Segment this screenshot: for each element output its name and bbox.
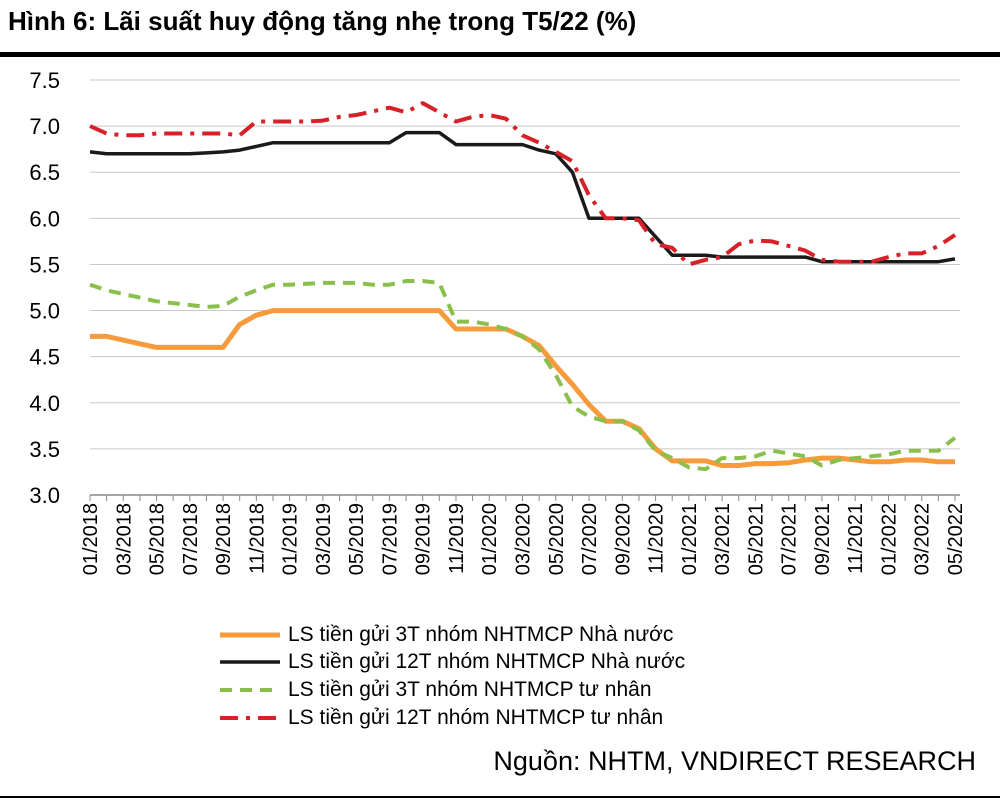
y-tick-label: 5.5 (29, 252, 60, 277)
x-tick-label: 01/2018 (80, 503, 102, 575)
y-tick-label: 6.5 (29, 160, 60, 185)
legend-item-1: LS tiền gửi 3T nhóm NHTMCP Nhà nước (220, 620, 673, 650)
x-tick-label: 05/2020 (546, 503, 568, 575)
x-tick-label: 07/2019 (379, 503, 401, 575)
y-tick-label: 7.5 (29, 68, 60, 93)
source-note: Nguồn: NHTM, VNDIRECT RESEARCH (493, 746, 976, 776)
y-tick-label: 4.0 (29, 391, 60, 416)
legend-swatch-1 (220, 632, 280, 638)
x-tick-label: 11/2018 (246, 503, 268, 574)
legend-label-1: LS tiền gửi 3T nhóm NHTMCP Nhà nước (288, 623, 674, 646)
x-tick-label: 03/2021 (712, 503, 734, 575)
y-tick-label: 3.0 (29, 483, 60, 508)
x-tick-label: 07/2021 (779, 503, 801, 575)
y-tick-label: 4.5 (29, 345, 60, 370)
title-divider (0, 52, 1000, 57)
x-tick-label: 01/2022 (878, 503, 900, 575)
x-tick-label: 09/2021 (812, 503, 834, 575)
chart-title: Hình 6: Lãi suất huy động tăng nhẹ trong… (8, 6, 637, 36)
x-tick-label: 07/2018 (180, 503, 202, 575)
x-tick-label: 11/2020 (646, 503, 668, 574)
bottom-divider (0, 796, 1000, 798)
legend-swatch-2 (220, 660, 280, 664)
x-tick-label: 11/2019 (446, 503, 468, 574)
x-tick-label: 05/2018 (147, 503, 169, 575)
x-tick-label: 03/2020 (513, 503, 535, 575)
legend-label-2: LS tiền gửi 12T nhóm NHTMCP Nhà nước (288, 650, 686, 673)
x-tick-label: 09/2018 (213, 503, 235, 575)
x-tick-label: 03/2019 (313, 503, 335, 575)
x-tick-label: 05/2019 (346, 503, 368, 575)
legend-swatch-4 (220, 716, 280, 720)
legend-item-4: LS tiền gửi 12T nhóm NHTMCP tư nhân (220, 703, 663, 733)
x-tick-label: 01/2020 (479, 503, 501, 575)
y-tick-label: 5.0 (29, 299, 60, 324)
x-tick-label: 05/2021 (745, 503, 767, 575)
y-tick-label: 3.5 (29, 437, 60, 462)
x-tick-label: 01/2021 (679, 503, 701, 575)
series-line-3 (89, 279, 957, 472)
legend-label-4: LS tiền gửi 12T nhóm NHTMCP tư nhân (288, 706, 664, 729)
legend-item-3: LS tiền gửi 3T nhóm NHTMCP tư nhân (220, 675, 652, 705)
series-line-1 (90, 308, 955, 468)
x-tick-label: 09/2020 (612, 503, 634, 575)
legend-label-3: LS tiền gửi 3T nhóm NHTMCP tư nhân (288, 678, 652, 701)
legend-swatch-3 (220, 688, 280, 692)
legend-item-2: LS tiền gửi 12T nhóm NHTMCP Nhà nước (220, 647, 685, 677)
y-tick-label: 6.0 (29, 206, 60, 231)
y-tick-label: 7.0 (29, 114, 60, 139)
line-chart: 3.0 3.5 4.0 4.5 5.0 5.5 6.0 6.5 7.0 7.5 01/2018 03/… (29, 68, 967, 575)
x-tick-label: 03/2018 (113, 503, 135, 575)
x-tick-label: 11/2021 (845, 503, 867, 574)
x-tick-label: 03/2022 (912, 503, 934, 575)
x-tick-label: 05/2022 (945, 503, 967, 575)
x-tick-label: 09/2019 (413, 503, 435, 575)
series-line-4 (89, 101, 957, 267)
x-tick-label: 01/2019 (280, 503, 302, 575)
series-line-2 (89, 130, 956, 264)
x-tick-label: 07/2020 (579, 503, 601, 575)
